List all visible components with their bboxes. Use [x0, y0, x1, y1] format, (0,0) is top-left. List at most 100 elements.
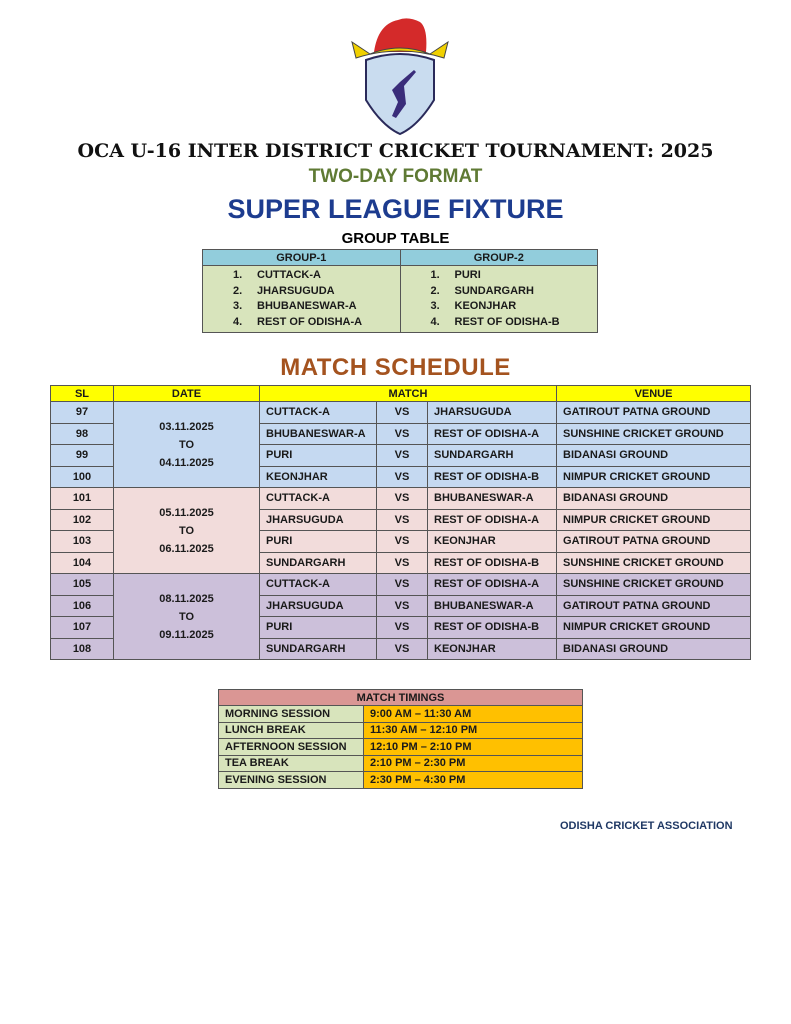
- team-2: BHUBANESWAR-A: [426, 594, 558, 617]
- team-1: JHARSUGUDA: [259, 594, 377, 617]
- team-rank: 4.: [233, 315, 243, 328]
- team-1: SUNDARGARH: [259, 637, 377, 660]
- timing-row: AFTERNOON SESSION 12:10 PM – 2:10 PM: [218, 738, 584, 756]
- venue: GATIROUT PATNA GROUND: [556, 594, 752, 617]
- vs-label: VS: [376, 422, 428, 445]
- table-row: 102 JHARSUGUDA VS REST OF ODISHA-A NIMPUR CR…: [50, 508, 752, 531]
- date-to: 06.11.2025: [159, 542, 214, 555]
- header-venue: VENUE: [556, 385, 752, 402]
- team-1: CUTTACK-A: [259, 487, 377, 510]
- timing-row: MORNING SESSION 9:00 AM – 11:30 AM: [218, 705, 584, 723]
- header-sl: SL: [50, 385, 114, 402]
- header-match: MATCH: [258, 385, 558, 402]
- match-sl: 107: [50, 616, 114, 639]
- team-name: PURI: [454, 269, 481, 281]
- team-1: PURI: [259, 444, 377, 467]
- timing-row: LUNCH BREAK 11:30 AM – 12:10 PM: [218, 721, 584, 739]
- venue: GATIROUT PATNA GROUND: [556, 530, 752, 553]
- fixture-heading: SUPER LEAGUE FIXTURE: [227, 194, 564, 224]
- table-row: 108 SUNDARGARH VS KEONJHAR BIDANASI GROUND: [50, 637, 752, 660]
- oca-logo: [351, 18, 449, 136]
- vs-label: VS: [376, 551, 428, 574]
- group-team: 4. REST OF ODISHA-A: [233, 315, 400, 331]
- team-1: KEONJHAR: [259, 465, 377, 488]
- team-name: CUTTACK-A: [257, 269, 321, 281]
- group-team: 1. CUTTACK-A: [233, 268, 400, 284]
- date-to: 09.11.2025: [159, 628, 214, 641]
- venue: NIMPUR CRICKET GROUND: [556, 508, 752, 531]
- vs-label: VS: [376, 465, 428, 488]
- team-1: SUNDARGARH: [259, 551, 377, 574]
- team-2: REST OF ODISHA-B: [426, 616, 558, 639]
- session-time: 2:30 PM – 4:30 PM: [362, 771, 584, 789]
- match-sl: 98: [50, 422, 114, 445]
- match-sl: 101: [50, 487, 114, 510]
- date-to: 04.11.2025: [159, 456, 214, 469]
- match-sl: 97: [50, 401, 114, 424]
- date-to-label: TO: [178, 524, 195, 537]
- match-sl: 106: [50, 594, 114, 617]
- team-2: KEONJHAR: [426, 637, 558, 660]
- team-1: PURI: [259, 530, 377, 553]
- vs-label: VS: [376, 530, 428, 553]
- table-row: 98 BHUBANESWAR-A VS REST OF ODISHA-A SUNSHIN…: [50, 422, 752, 445]
- date-to-label: TO: [178, 610, 195, 623]
- vs-label: VS: [376, 594, 428, 617]
- venue: BIDANASI GROUND: [556, 487, 752, 510]
- team-rank: 2.: [430, 284, 440, 297]
- table-row: 103 PURI VS KEONJHAR GATIROUT PATNA GROUND: [50, 530, 752, 553]
- team-2: KEONJHAR: [426, 530, 558, 553]
- session-name: MORNING SESSION: [218, 705, 364, 723]
- date-to-label: TO: [178, 438, 195, 451]
- venue: BIDANASI GROUND: [556, 444, 752, 467]
- team-2: REST OF ODISHA-A: [426, 422, 558, 445]
- table-row: 105 08.11.2025 TO 09.11.2025 CUTTACK-A VS REST…: [50, 573, 752, 660]
- table-row: 97 03.11.2025 TO 04.11.2025 CUTTACK-A VS JHARS…: [50, 401, 752, 488]
- table-row: 100 KEONJHAR VS REST OF ODISHA-B NIMPUR CRIC…: [50, 465, 752, 488]
- group-header: GROUP-2: [399, 249, 598, 266]
- team-1: CUTTACK-A: [259, 573, 377, 596]
- bull-emblem: [374, 18, 427, 52]
- timing-row: EVENING SESSION 2:30 PM – 4:30 PM: [218, 771, 584, 789]
- schedule-title: MATCH SCHEDULE: [280, 354, 511, 381]
- venue: BIDANASI GROUND: [556, 637, 752, 660]
- venue: NIMPUR CRICKET GROUND: [556, 616, 752, 639]
- team-name: BHUBANESWAR-A: [257, 300, 357, 312]
- team-rank: 4.: [430, 315, 440, 328]
- group-header: GROUP-1: [202, 249, 401, 266]
- vs-label: VS: [376, 487, 428, 510]
- team-1: CUTTACK-A: [259, 401, 377, 424]
- match-sl: 108: [50, 637, 114, 660]
- team-name: KEONJHAR: [454, 300, 517, 312]
- team-rank: 2.: [233, 284, 243, 297]
- team-name: JHARSUGUDA: [257, 284, 335, 297]
- team-rank: 3.: [430, 300, 440, 312]
- scroll-banner: [351, 40, 449, 59]
- team-2: BHUBANESWAR-A: [426, 487, 558, 510]
- table-row: 101 05.11.2025 TO 06.11.2025 CUTTACK-A VS BHUB…: [50, 487, 752, 574]
- batsman-icon: [392, 70, 416, 118]
- team-2: REST OF ODISHA-A: [426, 573, 558, 596]
- team-1: JHARSUGUDA: [259, 508, 377, 531]
- session-time: 11:30 AM – 12:10 PM: [362, 721, 584, 739]
- team-2: REST OF ODISHA-A: [426, 508, 558, 531]
- team-rank: 1.: [233, 269, 243, 281]
- vs-label: VS: [376, 573, 428, 596]
- team-2: REST OF ODISHA-B: [426, 465, 558, 488]
- session-name: LUNCH BREAK: [218, 721, 364, 739]
- venue: SUNSHINE CRICKET GROUND: [556, 573, 752, 596]
- tournament-title: OCA U-16 INTER DISTRICT CRICKET TOURNAME…: [77, 140, 714, 162]
- format-subtitle: TWO-DAY FORMAT: [308, 166, 483, 187]
- group-team: 3. KEONJHAR: [431, 299, 598, 315]
- venue: NIMPUR CRICKET GROUND: [556, 465, 752, 488]
- group-team-list: 1. CUTTACK-A 2. JHARSUGUDA 3. BHUBANESWAR-A 4.…: [202, 265, 401, 333]
- venue: GATIROUT PATNA GROUND: [556, 401, 752, 424]
- timings-header: MATCH TIMINGS: [217, 689, 584, 706]
- date-range: 08.11.2025 TO 09.11.2025: [113, 573, 260, 660]
- session-name: TEA BREAK: [218, 754, 364, 772]
- session-name: AFTERNOON SESSION: [218, 738, 364, 756]
- vs-label: VS: [376, 444, 428, 467]
- table-row: 104 SUNDARGARH VS REST OF ODISHA-B SUNSHINE …: [50, 551, 752, 574]
- team-2: SUNDARGARH: [426, 444, 558, 467]
- vs-label: VS: [376, 637, 428, 660]
